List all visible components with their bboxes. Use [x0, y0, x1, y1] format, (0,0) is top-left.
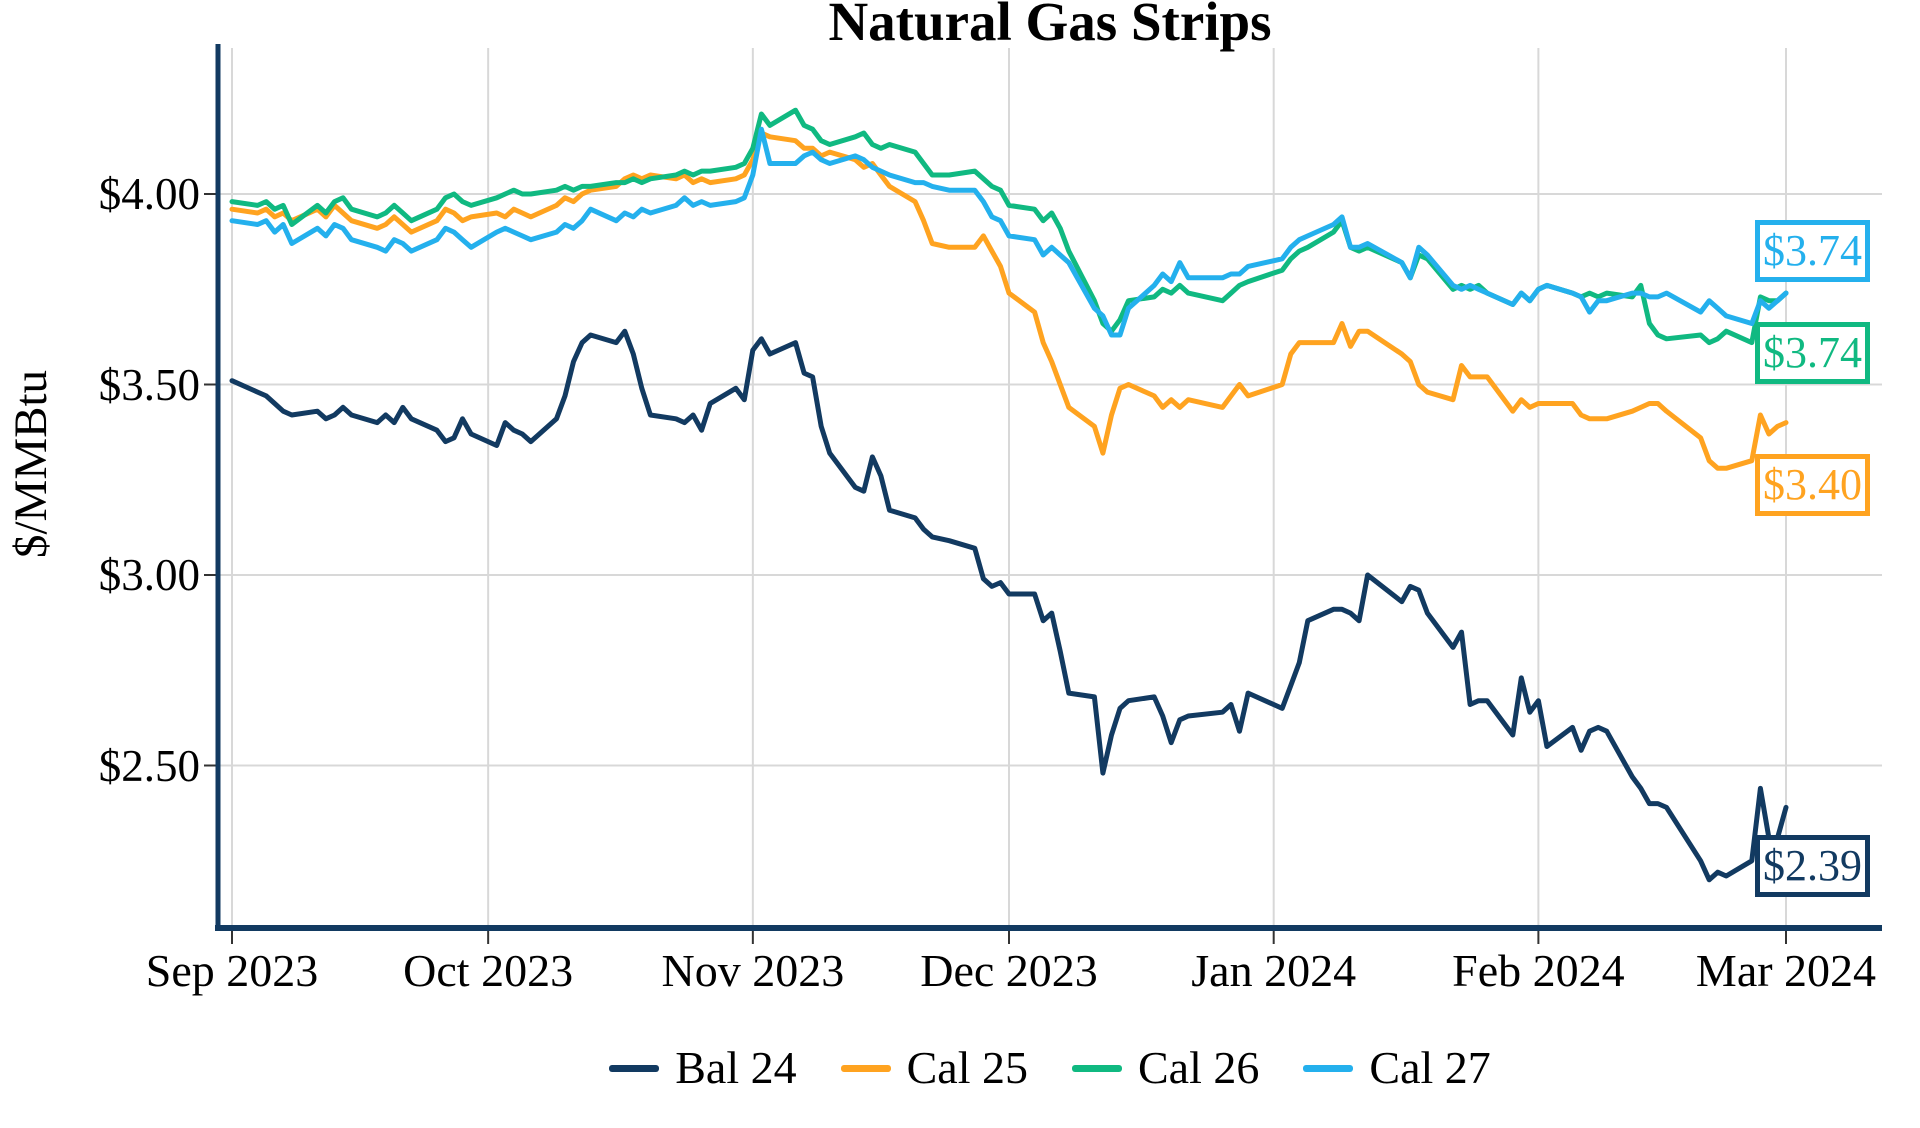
- end-label-cal-26: $3.74: [1755, 322, 1870, 385]
- x-tick-label: Nov 2023: [661, 945, 845, 996]
- x-tick-label: Jan 2024: [1191, 945, 1357, 996]
- legend-item-cal-27: Cal 27: [1303, 1040, 1491, 1096]
- legend: Bal 24 Cal 25 Cal 26 Cal 27: [218, 1036, 1882, 1100]
- legend-label-cal-27: Cal 27: [1369, 1042, 1491, 1093]
- end-label-cal-25: $3.40: [1755, 453, 1870, 516]
- y-tick-label: $3.50: [98, 359, 200, 410]
- legend-swatch-cal-26: [1072, 1064, 1122, 1072]
- x-tick-label: Oct 2023: [403, 945, 574, 996]
- x-tick-label: Dec 2023: [920, 945, 1098, 996]
- series-line-cal-27: [229, 126, 1789, 338]
- x-tick-label: Feb 2024: [1452, 945, 1625, 996]
- legend-item-cal-25: Cal 25: [840, 1040, 1028, 1096]
- end-label-cal-27: $3.74: [1755, 220, 1870, 283]
- chart-title: Natural Gas Strips: [828, 0, 1272, 52]
- legend-item-bal-24: Bal 24: [609, 1040, 797, 1096]
- legend-swatch-cal-25: [840, 1064, 891, 1072]
- x-tick-label: Sep 2023: [145, 945, 319, 996]
- end-label-bal-24: $2.39: [1755, 835, 1870, 898]
- legend-swatch-bal-24: [609, 1064, 660, 1072]
- legend-item-cal-26: Cal 26: [1072, 1040, 1259, 1096]
- series-line-bal-24: [229, 328, 1789, 883]
- legend-label-bal-24: Bal 24: [675, 1042, 797, 1093]
- x-tick-label: Mar 2024: [1695, 945, 1877, 996]
- legend-label-cal-26: Cal 26: [1138, 1042, 1260, 1093]
- y-tick-label: $4.00: [98, 169, 200, 219]
- legend-swatch-cal-27: [1303, 1064, 1354, 1072]
- y-tick-label: $2.50: [98, 740, 200, 791]
- series-line-cal-25: [229, 130, 1789, 471]
- y-tick-label: $3.00: [98, 550, 200, 600]
- legend-label-cal-25: Cal 25: [906, 1042, 1028, 1093]
